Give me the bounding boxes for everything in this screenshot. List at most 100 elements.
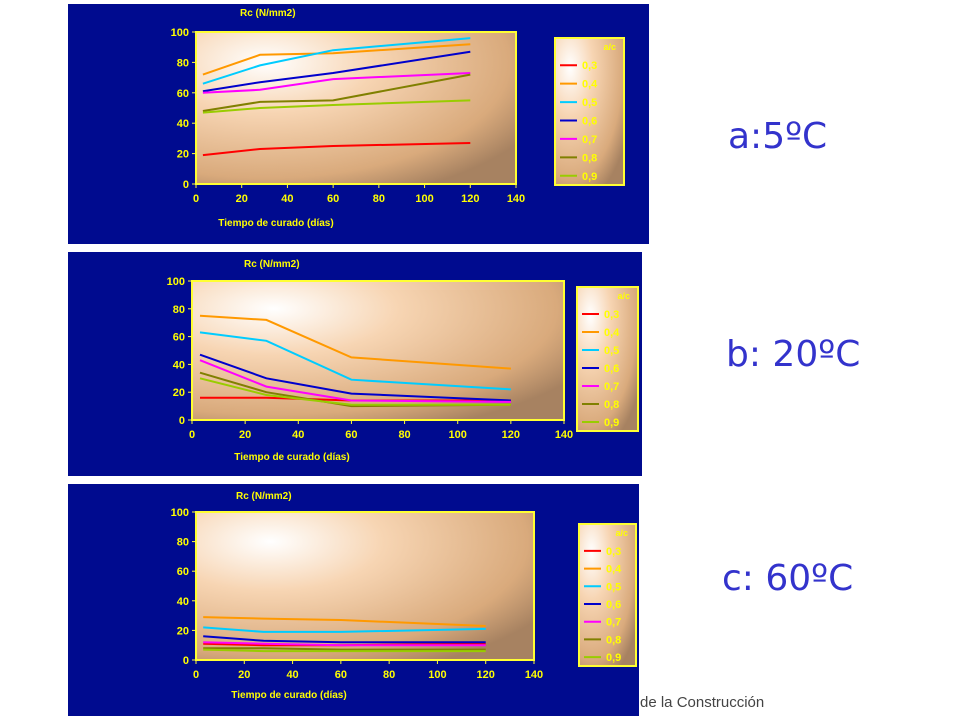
legend-label: 0,8 [604,399,619,411]
x-tick-label: 120 [477,669,495,681]
legend-label: 0,9 [606,652,621,664]
legend-title: a/c [617,291,630,301]
series-line-0-8 [202,73,471,112]
legend-title: a/c [615,528,628,538]
y-tick-label: 100 [171,27,189,39]
y-tick-label: 40 [177,596,189,608]
x-axis-label: Tiempo de curado (días) [218,218,333,229]
series-line-0-5 [203,626,486,633]
x-tick-label: 80 [398,429,410,441]
plot-area [195,31,517,185]
series-line-0-6 [202,50,471,93]
x-tick-label: 140 [525,669,543,681]
x-tick-label: 0 [193,193,199,205]
series-line-0-4 [199,314,511,370]
x-tick-label: 60 [335,669,347,681]
legend-label: 0,8 [582,152,597,164]
chart-svg: Rc (N/mm2) Tiempo de curado (días) 0 20 40 60… [167,259,639,463]
series-line-0-9 [199,377,511,406]
y-tick-label: 20 [177,149,189,161]
condition-label-5c: a:5ºC [728,116,828,157]
series-line-0-4 [202,43,471,76]
series-line-0-8 [203,647,486,651]
legend-label: 0,9 [582,171,597,183]
x-tick-label: 40 [286,669,298,681]
chart-title: Rc (N/mm2) [240,8,296,19]
y-tick-label: 0 [179,415,185,427]
x-tick-label: 100 [449,429,467,441]
legend-label: 0,6 [604,363,619,375]
x-tick-label: 20 [236,193,248,205]
x-tick-label: 20 [238,669,250,681]
legend-label: 0,5 [606,581,621,593]
plot-area [195,511,535,661]
chart-panel-5c: Rc (N/mm2) Tiempo de curado (días) 0 20 40 60… [68,4,649,244]
x-tick-label: 80 [373,193,385,205]
series-line-0-7 [203,641,486,647]
y-tick-label: 20 [177,625,189,637]
y-tick-label: 60 [177,88,189,100]
series-line-0-5 [202,37,471,85]
series-line-0-6 [203,635,486,644]
condition-label-20c: b: 20ºC [726,334,861,375]
legend-box [578,523,637,667]
legend-label: 0,5 [582,97,597,109]
chart-svg: Rc (N/mm2) Tiempo de curado (días) 0 20 40 60… [171,491,637,701]
y-tick-label: 40 [177,118,189,130]
legend-label: 0,7 [582,134,597,146]
y-tick-label: 40 [173,359,185,371]
legend-label: 0,4 [606,564,622,576]
x-tick-label: 40 [281,193,293,205]
y-tick-label: 20 [173,387,185,399]
series-line-0-7 [199,359,511,403]
x-tick-label: 100 [415,193,433,205]
x-axis-label: Tiempo de curado (días) [234,452,349,463]
series-line-0-4 [203,616,486,627]
x-tick-label: 100 [428,669,446,681]
series-line-0-7 [202,72,471,94]
legend-label: 0,4 [604,327,620,339]
series-line-0-9 [202,99,471,114]
y-tick-label: 0 [183,179,189,191]
x-tick-label: 40 [292,429,304,441]
legend-label: 0,7 [606,617,621,629]
x-tick-label: 60 [327,193,339,205]
series-line-0-9 [203,648,486,653]
y-tick-label: 0 [183,655,189,667]
x-axis-label: Tiempo de curado (días) [231,690,346,701]
x-tick-label: 60 [345,429,357,441]
y-tick-label: 60 [173,332,185,344]
series-line-0-5 [199,331,511,391]
x-tick-label: 20 [239,429,251,441]
legend-label: 0,3 [606,546,621,558]
y-tick-label: 80 [177,57,189,69]
legend-label: 0,5 [604,345,619,357]
x-tick-label: 0 [189,429,195,441]
x-tick-label: 140 [507,193,525,205]
y-tick-label: 80 [173,304,185,316]
x-tick-label: 80 [383,669,395,681]
chart-title: Rc (N/mm2) [236,491,292,502]
y-tick-label: 100 [171,507,189,519]
legend-label: 0,6 [582,116,597,128]
legend-box [554,37,625,186]
chart-panel-20c: Rc (N/mm2) Tiempo de curado (días) 0 20 40 60… [68,252,642,476]
legend-label: 0,4 [582,79,598,91]
y-tick-label: 80 [177,537,189,549]
plot-area [191,280,565,421]
chart-svg: Rc (N/mm2) Tiempo de curado (días) 0 20 40 60… [171,8,625,229]
x-tick-label: 0 [193,669,199,681]
legend-label: 0,3 [604,309,619,321]
condition-label-60c: c: 60ºC [722,558,854,599]
footer-text: de la Construcción [640,694,765,711]
legend-box [576,286,639,432]
x-tick-label: 120 [502,429,520,441]
x-tick-label: 120 [461,193,479,205]
legend-label: 0,8 [606,634,621,646]
chart-title: Rc (N/mm2) [244,259,300,270]
legend-label: 0,9 [604,417,619,429]
x-tick-label: 140 [555,429,573,441]
legend-label: 0,6 [606,599,621,611]
chart-panel-60c: Rc (N/mm2) Tiempo de curado (días) 0 20 40 60… [68,484,639,716]
series-line-0-3 [202,142,471,157]
